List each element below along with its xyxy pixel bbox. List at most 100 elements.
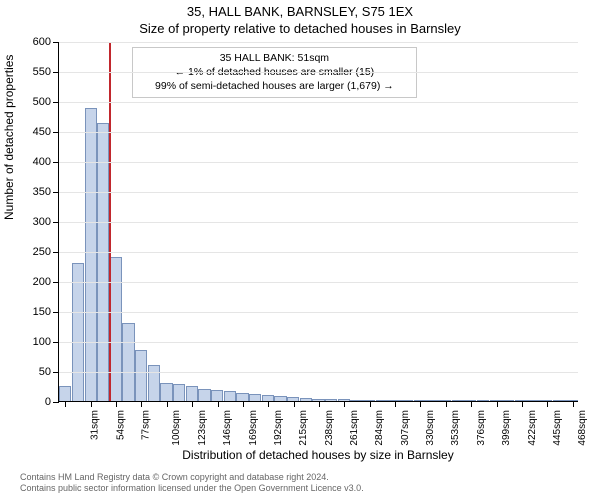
legend-line-1: 35 HALL BANK: 51sqm bbox=[141, 51, 408, 65]
histogram-bar bbox=[376, 400, 388, 401]
gridline bbox=[59, 162, 578, 163]
histogram-bar bbox=[527, 400, 539, 401]
x-tick bbox=[116, 401, 117, 407]
x-tick-label: 445sqm bbox=[552, 410, 563, 446]
histogram-bar bbox=[122, 323, 134, 401]
x-tick bbox=[446, 401, 447, 407]
x-tick-label: 215sqm bbox=[298, 410, 309, 446]
x-tick-label: 330sqm bbox=[425, 410, 436, 446]
histogram-bar bbox=[249, 394, 261, 401]
y-tick bbox=[53, 192, 59, 193]
x-axis-label: Distribution of detached houses by size … bbox=[58, 448, 578, 462]
gridline bbox=[59, 192, 578, 193]
histogram-bar bbox=[274, 396, 286, 401]
y-tick-label: 450 bbox=[33, 126, 51, 138]
x-tick-label: 192sqm bbox=[273, 410, 284, 446]
y-tick-label: 150 bbox=[33, 306, 51, 318]
y-tick-label: 400 bbox=[33, 156, 51, 168]
x-tick-label: 261sqm bbox=[349, 410, 360, 446]
histogram-bar bbox=[502, 400, 514, 401]
histogram-bar bbox=[59, 386, 71, 401]
y-tick bbox=[53, 132, 59, 133]
x-tick-label: 399sqm bbox=[501, 410, 512, 446]
x-tick-label: 123sqm bbox=[197, 410, 208, 446]
x-tick bbox=[243, 401, 244, 407]
x-tick bbox=[547, 401, 548, 407]
x-tick-label: 353sqm bbox=[451, 410, 462, 446]
x-tick bbox=[268, 401, 269, 407]
gridline bbox=[59, 282, 578, 283]
gridline bbox=[59, 252, 578, 253]
y-tick bbox=[53, 282, 59, 283]
x-tick bbox=[91, 401, 92, 407]
y-tick-label: 250 bbox=[33, 246, 51, 258]
y-tick-label: 100 bbox=[33, 336, 51, 348]
x-tick bbox=[497, 401, 498, 407]
x-tick-label: 146sqm bbox=[222, 410, 233, 446]
histogram-bar bbox=[350, 400, 362, 401]
histogram-bar bbox=[198, 389, 210, 401]
histogram-bar bbox=[173, 384, 185, 401]
histogram-bar bbox=[97, 123, 109, 401]
x-tick bbox=[573, 401, 574, 407]
x-tick-label: 31sqm bbox=[90, 410, 101, 440]
y-tick bbox=[53, 72, 59, 73]
y-tick-label: 550 bbox=[33, 66, 51, 78]
histogram-bar bbox=[477, 400, 489, 401]
histogram-bar bbox=[160, 383, 172, 401]
x-tick-label: 307sqm bbox=[400, 410, 411, 446]
y-tick-label: 600 bbox=[33, 36, 51, 48]
gridline bbox=[59, 342, 578, 343]
gridline bbox=[59, 222, 578, 223]
y-tick-label: 300 bbox=[33, 216, 51, 228]
x-tick bbox=[141, 401, 142, 407]
x-tick-label: 376sqm bbox=[476, 410, 487, 446]
x-tick bbox=[471, 401, 472, 407]
x-tick-label: 100sqm bbox=[172, 410, 183, 446]
gridline bbox=[59, 102, 578, 103]
histogram-bar bbox=[224, 391, 236, 401]
y-tick-label: 200 bbox=[33, 276, 51, 288]
histogram-bar bbox=[300, 398, 312, 401]
histogram-bar bbox=[148, 365, 160, 401]
y-tick bbox=[53, 252, 59, 253]
histogram-bar bbox=[211, 390, 223, 401]
y-tick-label: 0 bbox=[45, 396, 51, 408]
y-tick-label: 50 bbox=[39, 366, 51, 378]
credit-text: Contains HM Land Registry data © Crown c… bbox=[20, 472, 364, 495]
x-tick bbox=[344, 401, 345, 407]
credit-line-2: Contains public sector information licen… bbox=[20, 483, 364, 494]
x-tick-label: 422sqm bbox=[527, 410, 538, 446]
header-address: 35, HALL BANK, BARNSLEY, S75 1EX bbox=[0, 0, 600, 19]
x-tick bbox=[167, 401, 168, 407]
y-tick bbox=[53, 102, 59, 103]
x-tick bbox=[294, 401, 295, 407]
y-tick bbox=[53, 162, 59, 163]
y-tick bbox=[53, 402, 59, 403]
x-tick-label: 77sqm bbox=[141, 410, 152, 440]
histogram-bar bbox=[85, 108, 97, 401]
y-tick-label: 350 bbox=[33, 186, 51, 198]
credit-line-1: Contains HM Land Registry data © Crown c… bbox=[20, 472, 364, 483]
histogram-bar bbox=[452, 400, 464, 401]
header-subtitle: Size of property relative to detached ho… bbox=[0, 19, 600, 36]
histogram-bar bbox=[565, 400, 577, 401]
x-tick bbox=[192, 401, 193, 407]
x-tick bbox=[370, 401, 371, 407]
y-tick-label: 500 bbox=[33, 96, 51, 108]
histogram-bar bbox=[553, 400, 565, 401]
y-tick bbox=[53, 342, 59, 343]
x-tick bbox=[395, 401, 396, 407]
x-tick-label: 238sqm bbox=[324, 410, 335, 446]
x-tick bbox=[420, 401, 421, 407]
gridline bbox=[59, 72, 578, 73]
x-tick bbox=[65, 401, 66, 407]
histogram-bar bbox=[110, 257, 122, 401]
x-tick-label: 284sqm bbox=[374, 410, 385, 446]
x-tick bbox=[319, 401, 320, 407]
y-tick bbox=[53, 222, 59, 223]
y-tick bbox=[53, 312, 59, 313]
x-tick-label: 54sqm bbox=[115, 410, 126, 440]
gridline bbox=[59, 132, 578, 133]
histogram-bar bbox=[540, 400, 552, 401]
